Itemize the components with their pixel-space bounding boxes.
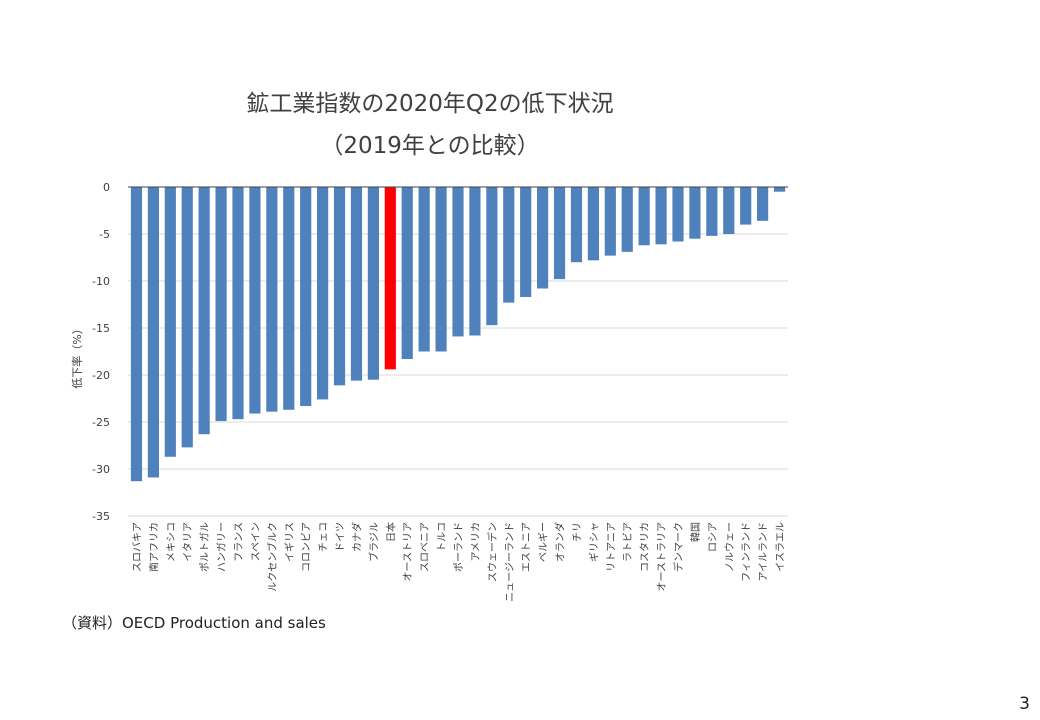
bar-33 <box>672 187 684 242</box>
x-tick-label: ポーランド <box>453 522 465 572</box>
x-tick-label: トルコ <box>437 522 448 552</box>
bar-36 <box>723 187 735 234</box>
bar-19 <box>435 187 447 352</box>
bar-25 <box>537 187 549 289</box>
x-tick-label: 韓国 <box>690 522 702 542</box>
bar-9 <box>266 187 278 412</box>
y-axis-label: 低下率（%） <box>70 323 84 388</box>
x-tick-label: ギリシャ <box>588 522 600 562</box>
y-tick-label: -25 <box>92 416 110 429</box>
x-tick-label: コスタリカ <box>639 522 651 572</box>
bar-38 <box>757 187 769 221</box>
chart-title: 鉱工業指数の2020年Q2の低下状況 <box>246 91 614 117</box>
bar-30 <box>621 187 633 252</box>
x-tick-label: ポルトガル <box>199 522 211 572</box>
x-tick-label: 日本 <box>384 522 397 542</box>
x-tick-label: オーストラリア <box>656 522 668 592</box>
x-tick-label: イギリス <box>284 522 296 562</box>
x-tick-label: スウェーデン <box>486 522 499 582</box>
bar-37 <box>740 187 752 225</box>
bar-26 <box>553 187 566 280</box>
y-tick-label: -5 <box>99 228 110 241</box>
bar-34 <box>689 187 701 239</box>
x-tick-label: スロベニア <box>419 522 431 572</box>
bar-23 <box>503 187 515 303</box>
bar-22 <box>486 187 498 326</box>
bar-5 <box>198 187 210 435</box>
bar-11 <box>300 187 312 407</box>
x-tick-label: アイルランド <box>758 522 770 582</box>
x-tick-label: ラトビア <box>622 522 634 562</box>
x-tick-label: イタリア <box>182 522 194 562</box>
bar-32 <box>655 187 667 245</box>
page-number: 3 <box>1019 694 1030 714</box>
bar-31 <box>638 187 650 246</box>
x-tick-label: イスラエル <box>775 522 787 572</box>
bar-28 <box>587 187 599 261</box>
y-tick-label: -15 <box>92 322 110 335</box>
x-tick-label: エストニア <box>522 522 533 572</box>
bar-7 <box>232 187 244 420</box>
bar-8 <box>249 187 261 414</box>
bar-20 <box>452 187 464 337</box>
x-tick-label: ハンガリー <box>216 522 228 572</box>
bar-6 <box>215 187 227 422</box>
x-tick-label: ドイツ <box>336 522 347 552</box>
x-tick-label: デンマーク <box>672 522 685 572</box>
x-tick-label: ブラジル <box>367 522 380 562</box>
bar-10 <box>283 187 295 410</box>
x-tick-label: 南アフリカ <box>147 522 160 572</box>
bar-12 <box>317 187 329 400</box>
x-tick-label: ベルギー <box>538 522 550 562</box>
bar-18 <box>418 187 430 352</box>
x-tick-label: オランダ <box>554 522 567 562</box>
x-tick-label: スロバキア <box>131 522 143 572</box>
x-tick-label: コロンビア <box>301 522 313 572</box>
x-tick-label: フィンランド <box>741 522 753 582</box>
bar-14 <box>350 187 363 381</box>
x-tick-label: フランス <box>233 522 245 562</box>
bar-13 <box>333 187 346 386</box>
x-tick-label: オーストリア <box>402 522 414 582</box>
x-tick-label: ルクセンブルク <box>266 522 279 592</box>
x-tick-label: アメリカ <box>470 522 482 562</box>
x-tick-label: ニュージーランド <box>504 522 516 602</box>
y-tick-label: -10 <box>92 275 110 288</box>
bar-17 <box>401 187 413 360</box>
y-tick-label: -20 <box>92 369 110 382</box>
bar-4 <box>181 187 193 448</box>
chart-subtitle: （2019年との比較） <box>320 133 540 159</box>
x-tick-label: チェコ <box>318 522 330 552</box>
bar-1 <box>130 187 143 482</box>
x-tick-label: リトアニア <box>606 522 617 572</box>
bar-29 <box>604 187 616 256</box>
bar-2 <box>147 187 159 478</box>
x-tick-label: メキシコ <box>166 522 177 562</box>
x-tick-label: ロシア <box>708 522 719 552</box>
bar-24 <box>520 187 532 297</box>
y-tick-label: -35 <box>92 510 110 523</box>
bar-35 <box>706 187 718 236</box>
y-tick-label: -30 <box>92 463 110 476</box>
bar-21 <box>469 187 481 336</box>
bar-15 <box>367 187 379 380</box>
x-tick-label: スペイン <box>251 522 262 561</box>
bar-16 <box>384 187 396 370</box>
bar-39 <box>773 187 786 192</box>
x-tick-label: ノルウェー <box>724 522 736 572</box>
bar-27 <box>570 187 583 263</box>
bar-3 <box>164 187 176 457</box>
x-tick-label: カナダ <box>350 522 363 552</box>
y-tick-label: 0 <box>103 181 110 194</box>
source-note: （資料）OECD Production and sales <box>62 614 326 632</box>
x-tick-label: チリ <box>571 522 583 542</box>
